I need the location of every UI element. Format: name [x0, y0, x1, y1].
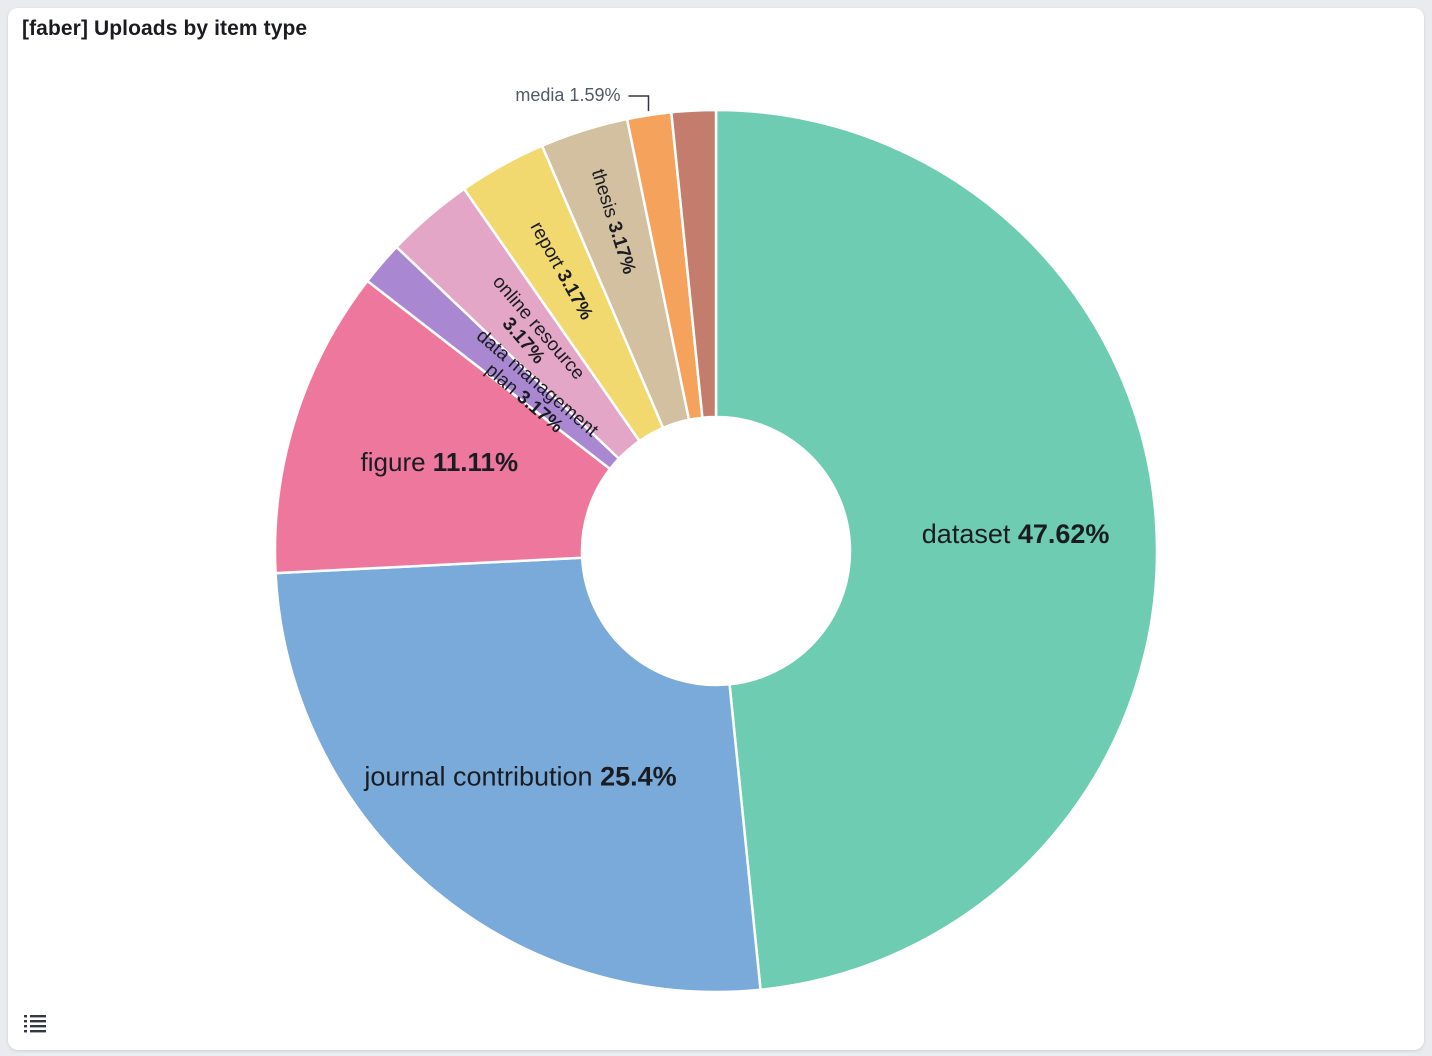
donut-chart: dataset 47.62% journal contribution 25.4%…	[273, 85, 1159, 994]
leader-line-media	[628, 95, 650, 112]
slice-label-dataset: dataset 47.62%	[922, 519, 1110, 549]
slice-label-figure: figure 11.11%	[361, 447, 519, 477]
pie-slice-dataset[interactable]	[714, 108, 1159, 992]
pie-slices	[273, 108, 1159, 994]
slice-label-media: media 1.59%	[515, 85, 620, 105]
pie-slice-journal-contribution[interactable]	[274, 556, 762, 994]
pie-slice-figure[interactable]	[273, 279, 612, 575]
chart-panel: [faber] Uploads by item type dataset 47.…	[8, 8, 1424, 1050]
pie-slice-other[interactable]	[669, 108, 718, 420]
slice-label-journal-contribution: journal contribution 25.4%	[363, 762, 676, 792]
legend-toggle-button[interactable]	[22, 1010, 48, 1036]
panel-title: [faber] Uploads by item type	[22, 17, 308, 40]
list-icon	[24, 1015, 46, 1033]
